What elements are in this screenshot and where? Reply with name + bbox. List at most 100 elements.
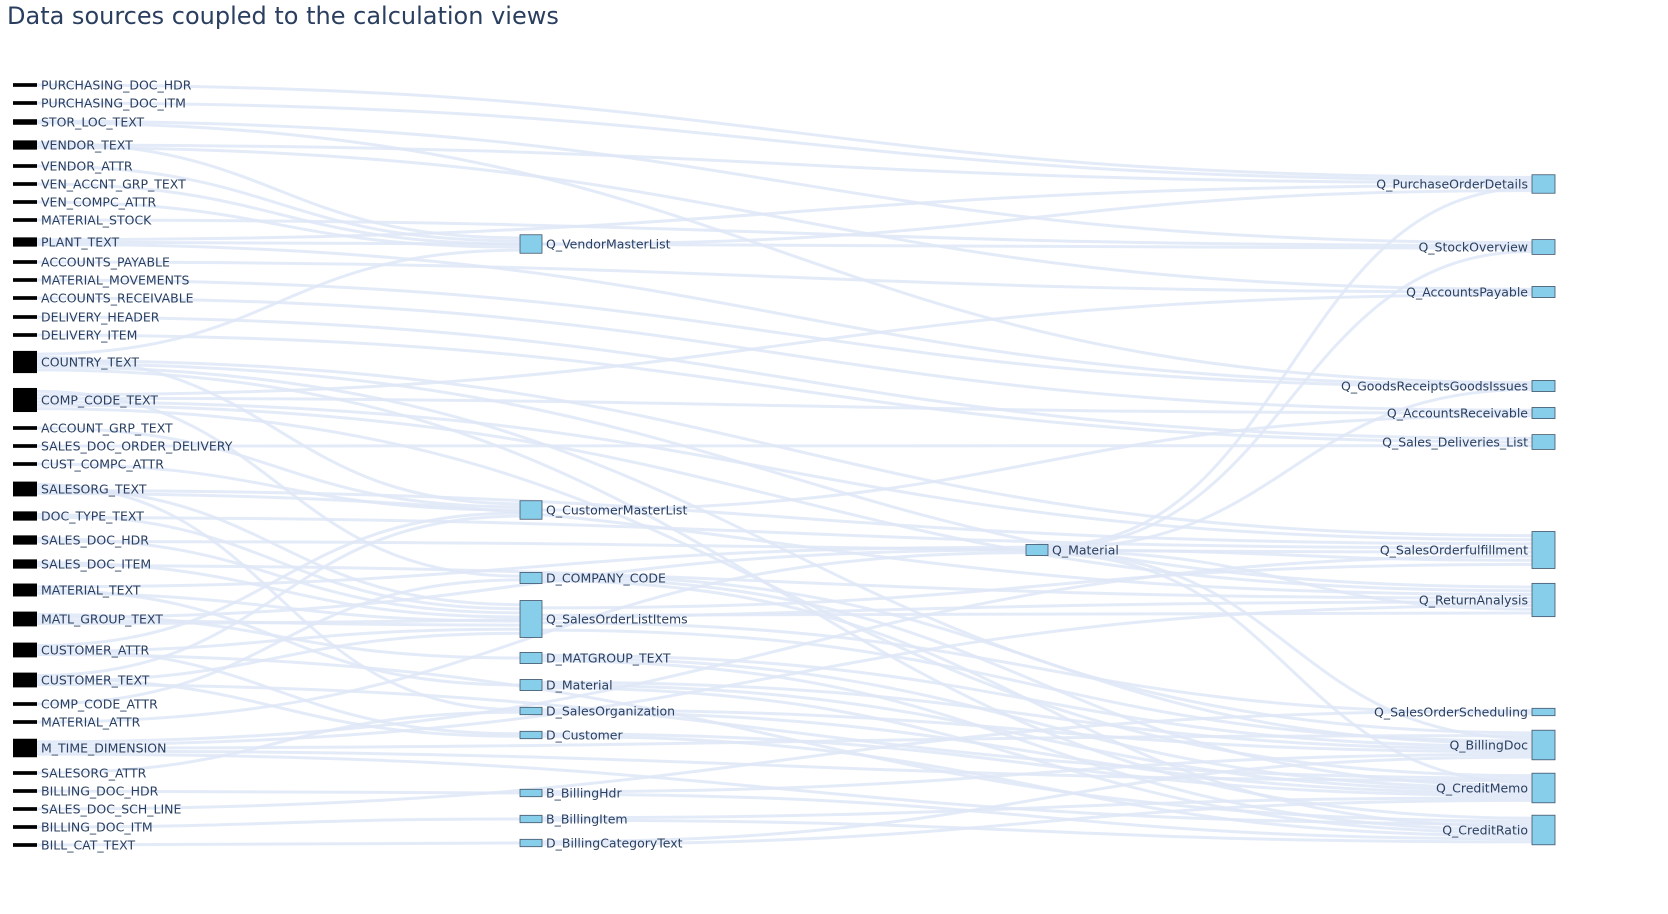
node-bar[interactable]	[519, 572, 543, 584]
node-SALES_DOC_ITEM[interactable]: SALES_DOC_ITEM	[13, 557, 151, 572]
node-bar[interactable]	[13, 426, 37, 430]
link-D_SalesOrganization-to-Q_BillingDoc[interactable]	[541, 708, 1533, 754]
link-CUSTOMER_ATTR-to-Q_CustomerMasterList[interactable]	[36, 511, 521, 648]
link-ACCOUNTS_RECEIVABLE-to-Q_AccountsReceivable[interactable]	[36, 296, 1533, 412]
node-bar[interactable]	[13, 333, 37, 337]
node-D_BillingCategoryText[interactable]: D_BillingCategoryText	[519, 836, 683, 851]
node-Q_CreditRatio[interactable]: Q_CreditRatio	[1442, 814, 1556, 846]
node-bar[interactable]	[13, 387, 37, 413]
link-M_TIME_DIMENSION-to-Q_CreditMemo[interactable]	[36, 749, 1533, 783]
node-bar[interactable]	[13, 200, 37, 204]
node-bar[interactable]	[13, 462, 37, 466]
node-bar[interactable]	[1531, 286, 1556, 298]
node-Q_SalesOrderScheduling[interactable]: Q_SalesOrderScheduling	[1374, 705, 1556, 720]
node-PLANT_TEXT[interactable]: PLANT_TEXT	[13, 235, 119, 250]
link-VENDOR_ATTR-to-Q_VendorMasterList[interactable]	[36, 164, 521, 243]
node-bar[interactable]	[519, 706, 543, 716]
node-VEN_ACCNT_GRP_TEXT[interactable]: VEN_ACCNT_GRP_TEXT	[13, 177, 186, 192]
link-M_TIME_DIMENSION-to-Q_ReturnAnalysis[interactable]	[36, 604, 1533, 747]
link-ACCOUNT_GRP_TEXT-to-Q_CustomerMasterList[interactable]	[36, 426, 521, 509]
node-bar[interactable]	[13, 702, 37, 706]
link-D_Material-to-Q_BillingDoc[interactable]	[541, 680, 1533, 751]
node-bar[interactable]	[13, 672, 37, 688]
node-bar[interactable]	[1531, 239, 1556, 255]
link-D_MATGROUP_TEXT-to-Q_CreditRatio[interactable]	[541, 659, 1533, 832]
link-Q_Material-to-Q_PurchaseOrderDetails[interactable]	[1047, 186, 1533, 548]
node-Q_StockOverview[interactable]: Q_StockOverview	[1418, 239, 1556, 255]
node-bar[interactable]	[13, 807, 37, 811]
link-CUST_COMPC_ATTR-to-Q_CustomerMasterList[interactable]	[36, 462, 521, 512]
link-D_BillingCategoryText-to-Q_BillingDoc[interactable]	[541, 755, 1533, 844]
node-bar[interactable]	[13, 843, 37, 847]
node-bar[interactable]	[1531, 380, 1556, 392]
link-Q_SalesOrderListItems-to-Q_SalesOrderScheduling[interactable]	[541, 621, 1533, 715]
link-Q_Material-to-Q_ReturnAnalysis[interactable]	[1047, 549, 1533, 611]
link-COUNTRY_TEXT-to-Q_SalesOrderfulfillment[interactable]	[36, 358, 1533, 538]
link-Q_Material-to-Q_SalesOrderfulfillment[interactable]	[1047, 548, 1533, 562]
node-D_Material[interactable]: D_Material	[519, 678, 613, 693]
link-CUSTOMER_TEXT-to-Q_SalesOrderListItems[interactable]	[36, 631, 521, 683]
node-bar[interactable]	[519, 788, 543, 798]
node-SALES_DOC_ORDER_DELIVERY[interactable]: SALES_DOC_ORDER_DELIVERY	[13, 439, 233, 454]
node-bar[interactable]	[519, 814, 543, 824]
node-bar[interactable]	[519, 679, 543, 691]
link-VENDOR_TEXT-to-Q_PurchaseOrderDetails[interactable]	[36, 143, 1533, 185]
link-Q_Material-to-Q_CreditMemo[interactable]	[1047, 552, 1533, 785]
node-COMP_CODE_ATTR[interactable]: COMP_CODE_ATTR	[13, 697, 158, 712]
link-B_BillingItem-to-Q_CreditMemo[interactable]	[541, 796, 1533, 820]
node-Q_BillingDoc[interactable]: Q_BillingDoc	[1449, 729, 1556, 761]
link-Q_SalesOrderListItems-to-Q_SalesOrderfulfillment[interactable]	[541, 562, 1533, 610]
link-DOC_TYPE_TEXT-to-Q_SalesOrderfulfillment[interactable]	[36, 516, 1533, 550]
link-PLANT_TEXT-to-Q_StockOverview[interactable]	[36, 240, 1533, 250]
link-COMP_CODE_TEXT-to-Q_SalesOrderfulfillment[interactable]	[36, 400, 1533, 542]
node-SALES_DOC_HDR[interactable]: SALES_DOC_HDR	[13, 533, 149, 548]
node-bar[interactable]	[1531, 814, 1556, 846]
link-ACCOUNTS_PAYABLE-to-Q_AccountsPayable[interactable]	[36, 260, 1533, 294]
link-Q_VendorMasterList-to-Q_PurchaseOrderDetails[interactable]	[541, 189, 1533, 246]
node-bar[interactable]	[13, 140, 37, 150]
node-bar[interactable]	[1531, 772, 1556, 804]
node-bar[interactable]	[13, 119, 37, 125]
node-bar[interactable]	[1531, 407, 1556, 419]
link-VENDOR_TEXT-to-Q_AccountsPayable[interactable]	[36, 145, 1533, 291]
link-PURCHASING_DOC_HDR-to-Q_PurchaseOrderDetails[interactable]	[36, 83, 1533, 179]
node-ACCOUNTS_PAYABLE[interactable]: ACCOUNTS_PAYABLE	[13, 255, 170, 270]
node-bar[interactable]	[13, 278, 37, 282]
link-Q_Material-to-Q_GoodsReceiptsGoodsIssues[interactable]	[1047, 387, 1533, 551]
link-CUSTOMER_TEXT-to-Q_CustomerMasterList[interactable]	[36, 514, 521, 678]
link-DOC_TYPE_TEXT-to-Q_SalesOrderListItems[interactable]	[36, 512, 521, 611]
node-M_TIME_DIMENSION[interactable]: M_TIME_DIMENSION	[13, 738, 166, 758]
node-bar[interactable]	[13, 720, 37, 724]
node-DOC_TYPE_TEXT[interactable]: DOC_TYPE_TEXT	[13, 509, 144, 524]
link-D_BillingCategoryText-to-Q_CreditMemo[interactable]	[541, 798, 1533, 846]
node-bar[interactable]	[13, 771, 37, 775]
link-VEN_ACCNT_GRP_TEXT-to-Q_VendorMasterList[interactable]	[36, 182, 521, 246]
node-CUSTOMER_ATTR[interactable]: CUSTOMER_ATTR	[13, 643, 150, 658]
link-B_BillingHdr-to-Q_BillingDoc[interactable]	[541, 752, 1533, 794]
node-bar[interactable]	[13, 789, 37, 793]
node-bar[interactable]	[519, 838, 543, 848]
node-SALESORG_ATTR[interactable]: SALESORG_ATTR	[13, 766, 147, 781]
node-ACCOUNTS_RECEIVABLE[interactable]: ACCOUNTS_RECEIVABLE	[13, 291, 194, 306]
link-SALES_DOC_SCH_LINE-to-Q_SalesOrderScheduling[interactable]	[36, 709, 1533, 811]
link-MATERIAL_TEXT-to-Q_Material[interactable]	[36, 545, 1027, 589]
link-B_BillingHdr-to-Q_CreditRatio[interactable]	[541, 792, 1533, 841]
link-PLANT_TEXT-to-Q_GoodsReceiptsGoodsIssues[interactable]	[36, 242, 1533, 387]
node-bar[interactable]	[13, 559, 37, 569]
node-COMP_CODE_TEXT[interactable]: COMP_CODE_TEXT	[13, 387, 158, 413]
link-D_Material-to-Q_CreditRatio[interactable]	[541, 686, 1533, 835]
link-STOR_LOC_TEXT-to-Q_GoodsReceiptsGoodsIssues[interactable]	[36, 121, 1533, 385]
link-D_MATGROUP_TEXT-to-Q_BillingDoc[interactable]	[541, 653, 1533, 748]
node-PURCHASING_DOC_HDR[interactable]: PURCHASING_DOC_HDR	[13, 78, 192, 93]
node-Q_Material[interactable]: Q_Material	[1025, 543, 1119, 558]
node-CUSTOMER_TEXT[interactable]: CUSTOMER_TEXT	[13, 673, 150, 688]
node-Q_ReturnAnalysis[interactable]: Q_ReturnAnalysis	[1419, 582, 1556, 618]
node-bar[interactable]	[1531, 174, 1556, 194]
link-DELIVERY_ITEM-to-Q_Sales_Deliveries_List[interactable]	[36, 333, 1533, 444]
link-D_Material-to-Q_CreditMemo[interactable]	[541, 683, 1533, 792]
node-DELIVERY_ITEM[interactable]: DELIVERY_ITEM	[13, 328, 137, 343]
node-MATL_GROUP_TEXT[interactable]: MATL_GROUP_TEXT	[13, 612, 163, 627]
node-MATERIAL_MOVEMENTS[interactable]: MATERIAL_MOVEMENTS	[13, 273, 190, 288]
node-bar[interactable]	[519, 730, 543, 740]
node-Q_AccountsPayable[interactable]: Q_AccountsPayable	[1406, 285, 1556, 300]
